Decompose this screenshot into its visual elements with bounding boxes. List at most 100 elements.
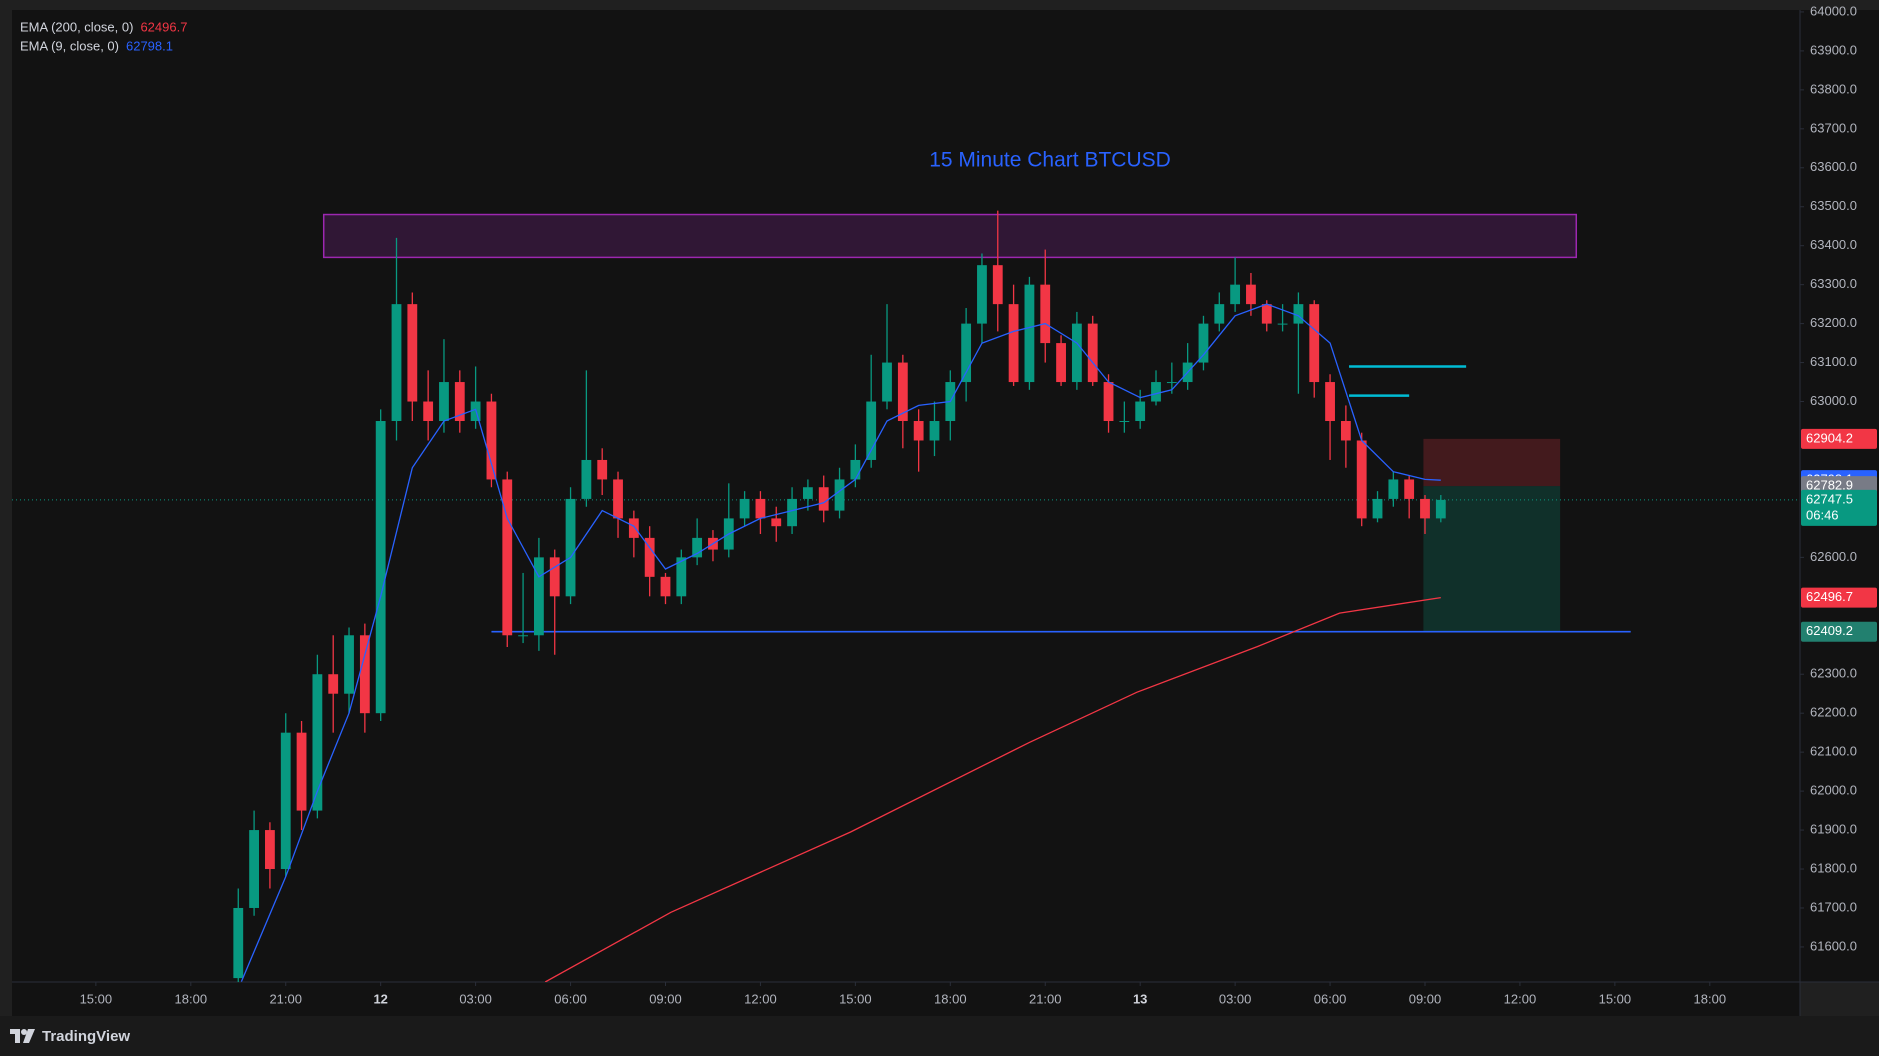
x-tick-label: 15:00 [839,991,872,1006]
candle-body [249,830,259,908]
countdown: 06:46 [1806,507,1839,522]
candle-body [992,265,1003,305]
candle-body [1103,382,1114,422]
candle-body [1435,499,1446,519]
brand-logo [10,1029,35,1043]
candle-body [1071,323,1082,383]
candle-body [1309,304,1320,383]
candle-body [597,459,608,480]
price-label-bg [1801,489,1877,526]
y-tick-label: 63500.0 [1810,198,1857,213]
candle-body [486,401,497,480]
y-tick-label: 62300.0 [1810,666,1857,681]
candle-body [1261,304,1272,324]
x-tick-label: 15:00 [80,991,113,1006]
y-tick-label: 63800.0 [1810,81,1857,96]
y-tick-label: 63100.0 [1810,354,1857,369]
candle-body [771,518,782,527]
candle-body [977,265,987,324]
candle-body [628,518,639,538]
x-tick-label: 03:00 [459,991,492,1006]
candle-body [423,401,434,422]
time-axis [12,982,1800,1016]
price-label: 62496.7 [1806,589,1853,604]
candle-body [439,382,449,422]
y-tick-label: 63600.0 [1810,159,1857,174]
candle-body [1246,284,1256,305]
ema-line [240,303,1441,982]
candle-body [1230,284,1241,305]
candle-body [1340,421,1351,441]
candle-body [1056,343,1066,383]
candle-body [692,537,703,558]
candle-body [265,830,275,870]
y-tick-label: 62200.0 [1810,705,1857,720]
price-label: 62409.2 [1806,623,1853,638]
candle-body [454,382,465,422]
x-tick-label: 18:00 [175,991,208,1006]
candle-body [280,732,291,870]
stop-zone [1423,438,1561,487]
y-tick-label: 64000.0 [1810,3,1857,18]
candle-body [375,421,386,714]
candle-body [344,635,354,694]
x-tick-label: 12 [373,991,387,1006]
candle-body [802,487,813,499]
y-tick-label: 62000.0 [1810,783,1857,798]
legend-value: 62798.1 [126,38,173,53]
y-tick-label: 62600.0 [1810,549,1857,564]
x-tick-label: 09:00 [1409,991,1442,1006]
candle-body [502,479,513,636]
y-tick-label: 61900.0 [1810,822,1857,837]
candle-body [1040,284,1051,344]
candle-body [1166,382,1177,384]
candle-body [613,479,623,519]
candle-body [1420,498,1430,519]
candle-body [1087,323,1098,383]
y-tick-label: 63000.0 [1810,393,1857,408]
y-tick-label: 63200.0 [1810,315,1857,330]
candle-body [882,362,892,402]
price-label: 62904.2 [1806,430,1853,445]
x-tick-label: 21:00 [1029,991,1062,1006]
candle-body [834,479,845,511]
candle-body [1214,304,1225,324]
footer: TradingView [0,1016,1879,1056]
candle-body [534,557,544,636]
candle-body [1024,284,1035,383]
plot-area [12,10,1800,982]
x-tick-label: 03:00 [1219,991,1252,1006]
y-tick-label: 63900.0 [1810,42,1857,57]
x-tick-label: 13 [1133,991,1147,1006]
candle-body [866,401,877,460]
candle-body [549,557,560,597]
candle-body [1198,323,1209,363]
y-tick-label: 63700.0 [1810,120,1857,135]
candle-body [929,421,940,441]
price-label-bg [1801,428,1877,449]
candle-body [644,537,655,577]
candle-body [1277,323,1288,325]
y-tick-label: 63300.0 [1810,276,1857,291]
y-tick-label: 61600.0 [1810,938,1857,953]
price-label-bg [1801,621,1877,642]
candle-body [328,674,339,694]
y-tick-label: 61700.0 [1810,899,1857,914]
plot [12,210,1800,982]
candle-body [1372,498,1383,519]
candle-body [359,635,370,714]
legend-name: EMA (200, close, 0) [20,19,133,34]
candle-body [296,732,307,811]
x-tick-label: 09:00 [649,991,682,1006]
x-tick-label: 21:00 [269,991,302,1006]
y-tick-label: 61800.0 [1810,860,1857,875]
candle-body [755,498,766,519]
candle-body [565,498,576,597]
candle-body [818,487,829,511]
candle-body [1151,382,1161,402]
candle-body [787,498,797,527]
x-tick-label: 06:00 [1314,991,1347,1006]
target-zone [1423,486,1561,632]
candle-body [1325,382,1335,422]
